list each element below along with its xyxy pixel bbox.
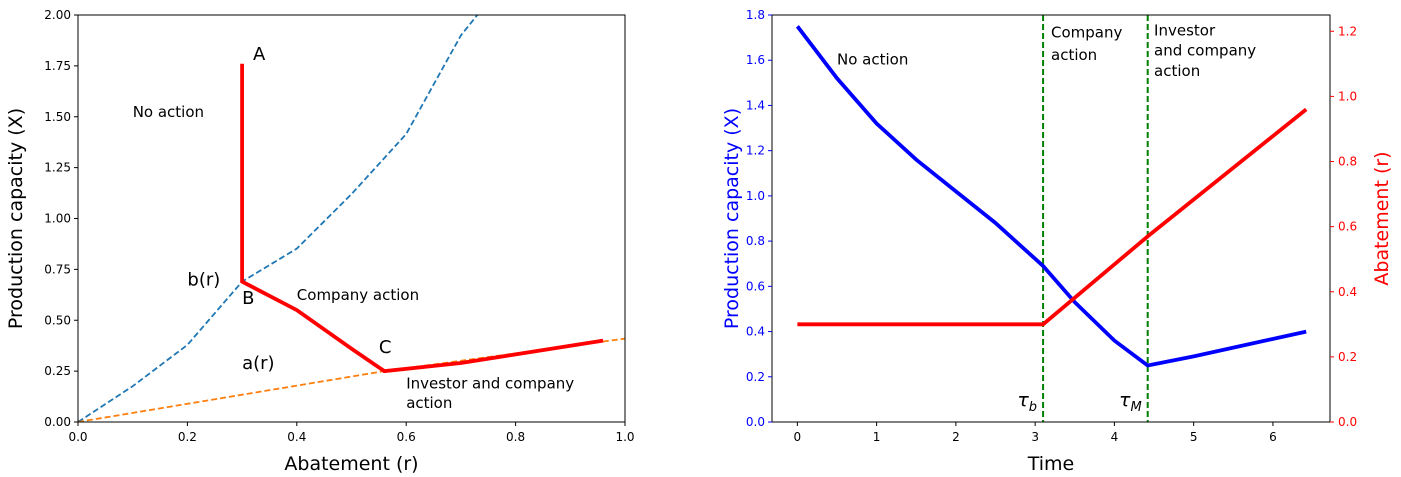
left-x-axis-label: Abatement (r) (284, 453, 418, 475)
right-x-tick-label: 6 (1269, 430, 1277, 444)
left-annotation: No action (133, 103, 204, 121)
left-plot-frame (77, 14, 626, 423)
right-left-y-tick-label: 0.0 (746, 415, 765, 429)
left-chart: 0.0 0.2 0.4 0.6 0.8 1.0 0.00 0.25 0.50 0.75 1.00 1.… (5, 8, 635, 475)
left-series-line-2 (240, 63, 604, 374)
left-y-tick-label: 0.75 (44, 262, 71, 276)
vline-label-1: τM (1119, 389, 1142, 415)
right-annotation: action (1051, 46, 1097, 64)
right-x-tick-label: 3 (1031, 430, 1039, 444)
left-annotation: Company action (297, 286, 419, 304)
left-y-tick-label: 2.00 (44, 8, 71, 22)
right-right-y-tick-label: 0.6 (1338, 220, 1357, 234)
right-annotation: Company (1051, 24, 1122, 42)
left-y-tick-label: 1.00 (44, 212, 71, 226)
right-right-y-tick-label: 0.8 (1338, 155, 1357, 169)
right-left-y-tick-label: 0.4 (746, 325, 765, 339)
left-y-tick-label: 0.50 (44, 313, 71, 327)
right-left-y-tick-label: 1.0 (746, 189, 765, 203)
right-annotation: and company (1154, 42, 1256, 60)
right-left-y-tick-label: 0.2 (746, 370, 765, 384)
right-left-y-axis-label: Production capacity (X) (721, 108, 743, 329)
left-y-tick-label: 1.75 (44, 59, 71, 73)
left-x-tick-label: 0.4 (287, 430, 306, 444)
left-series-line-0 (78, 15, 479, 422)
left-y-axis-label: Production capacity (X) (5, 108, 27, 329)
right-right-y-tick-label: 1.2 (1338, 24, 1357, 38)
left-y-tick-label: 1.25 (44, 161, 71, 175)
left-x-tick-label: 0.6 (397, 430, 416, 444)
left-y-tick-label: 0.00 (44, 415, 71, 429)
right-x-tick-label: 5 (1190, 430, 1198, 444)
right-left-y-tick-label: 1.4 (746, 98, 765, 112)
right-right-y-axis-label: Abatement (r) (1371, 151, 1393, 285)
right-x-tick-label: 4 (1111, 430, 1119, 444)
right-left-y-tick-label: 1.8 (746, 8, 765, 22)
left-annotation: b(r) (187, 270, 220, 291)
right-right-y-tick-label: 1.0 (1338, 89, 1357, 103)
left-annotation: action (406, 394, 452, 412)
left-x-tick-label: 0.8 (506, 430, 525, 444)
right-series-line-1 (797, 107, 1308, 327)
right-x-tick-label: 1 (873, 430, 881, 444)
right-left-y-tick-label: 1.6 (746, 53, 765, 67)
left-plot-area (78, 15, 625, 422)
left-annotation: a(r) (242, 353, 274, 374)
right-left-y-tick-label: 1.2 (746, 144, 765, 158)
right-x-tick-label: 0 (794, 430, 802, 444)
right-plot-frame (771, 14, 1331, 423)
left-annotation: Investor and company (406, 374, 574, 392)
left-annotation: B (242, 288, 254, 309)
left-annotation: A (253, 44, 266, 65)
right-annotation: No action (837, 51, 908, 69)
right-right-y-tick-label: 0.4 (1338, 285, 1357, 299)
right-left-y-tick-label: 0.6 (746, 279, 765, 293)
left-y-tick-label: 0.25 (44, 364, 71, 378)
left-x-tick-label: 0.0 (68, 430, 87, 444)
right-x-tick-label: 2 (952, 430, 960, 444)
right-x-axis-label: Time (1027, 453, 1075, 475)
left-annotation: C (379, 337, 392, 358)
right-right-y-tick-label: 0.0 (1338, 415, 1357, 429)
left-x-tick-label: 0.2 (178, 430, 197, 444)
right-chart: 0 1 2 3 4 5 6 0.0 0.2 0.4 0.6 0.8 1.0 1.2 1.4 1.6 1.8 0.0… (721, 8, 1393, 475)
right-annotation: action (1154, 62, 1200, 80)
right-series-line-0 (795, 25, 1307, 368)
right-left-y-tick-label: 0.8 (746, 234, 765, 248)
right-plot-area (795, 15, 1308, 422)
vline-label-0: τb (1017, 389, 1037, 415)
left-y-tick-label: 1.50 (44, 110, 71, 124)
left-x-tick-label: 1.0 (615, 430, 634, 444)
right-annotation: Investor (1154, 21, 1216, 39)
right-right-y-tick-label: 0.2 (1338, 350, 1357, 364)
